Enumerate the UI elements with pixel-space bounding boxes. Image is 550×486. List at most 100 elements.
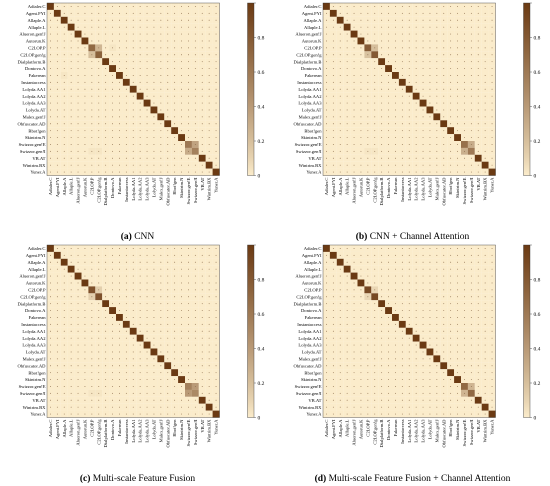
cell-value-mark bbox=[326, 150, 327, 152]
cell-value-mark bbox=[91, 150, 93, 152]
cell-value-mark bbox=[215, 164, 217, 166]
cell-value-mark bbox=[70, 109, 72, 111]
cell-value-mark bbox=[98, 337, 100, 339]
cell-value-mark bbox=[146, 406, 148, 408]
cell-value-mark bbox=[457, 130, 458, 132]
cell-value-mark bbox=[450, 248, 452, 249]
cell-value-mark bbox=[174, 116, 176, 118]
cell-value-mark bbox=[208, 392, 210, 394]
cell-value-mark bbox=[443, 157, 445, 159]
cell-value-mark bbox=[491, 150, 493, 152]
cell-value-mark bbox=[98, 351, 100, 353]
cell-value-mark bbox=[112, 337, 114, 339]
cell-value-mark bbox=[160, 144, 162, 145]
cell-value-mark bbox=[50, 68, 51, 70]
cell-value-mark bbox=[139, 137, 141, 138]
y-tick-label: Adialer.C bbox=[304, 4, 322, 9]
cell-value-mark bbox=[153, 6, 155, 7]
y-tick-label: Allaple.A bbox=[28, 18, 47, 23]
cell-value-mark bbox=[153, 19, 155, 21]
cell-value-mark bbox=[450, 289, 452, 291]
cell-value-mark bbox=[457, 351, 458, 353]
cell-value-mark bbox=[91, 123, 93, 125]
cell-value-mark bbox=[132, 296, 134, 298]
cell-value-mark bbox=[160, 413, 162, 415]
cell-value-mark bbox=[436, 88, 438, 90]
cell-value-mark bbox=[201, 12, 203, 14]
heatmap-cell bbox=[116, 314, 123, 321]
colorbar bbox=[247, 2, 255, 176]
cell-value-mark bbox=[429, 123, 431, 125]
cell-value-mark bbox=[436, 296, 438, 298]
cell-value-mark bbox=[346, 282, 348, 284]
cell-value-mark bbox=[181, 123, 182, 125]
cell-value-mark bbox=[491, 303, 493, 305]
cell-value-mark bbox=[91, 144, 93, 145]
cell-value-mark bbox=[353, 254, 355, 256]
cell-value-mark bbox=[181, 386, 182, 387]
cell-value-mark bbox=[374, 358, 376, 360]
cell-value-mark bbox=[174, 358, 176, 360]
cell-value-mark bbox=[464, 102, 465, 104]
cell-value-mark bbox=[450, 61, 452, 63]
cell-value-mark bbox=[415, 47, 417, 49]
cell-value-mark bbox=[112, 19, 114, 21]
y-tick-label: Rbot!gen bbox=[28, 128, 46, 133]
cell-value-mark bbox=[470, 248, 472, 249]
cell-value-mark bbox=[91, 26, 93, 28]
cell-value-mark bbox=[188, 406, 189, 408]
cell-value-mark bbox=[70, 379, 72, 380]
cell-value-mark bbox=[353, 88, 355, 90]
cell-value-mark bbox=[491, 116, 493, 118]
cell-value-mark bbox=[470, 171, 472, 173]
cell-value-mark bbox=[443, 248, 445, 249]
cell-value-mark bbox=[326, 344, 327, 346]
colorbar bbox=[523, 2, 531, 176]
cell-value-mark bbox=[381, 81, 383, 83]
cell-value-mark bbox=[339, 386, 341, 387]
x-tick-label: Lolyda.AA2 bbox=[414, 177, 419, 201]
cell-value-mark bbox=[105, 386, 107, 387]
cell-value-mark bbox=[422, 282, 424, 284]
cell-value-mark bbox=[346, 289, 348, 291]
cell-value-mark bbox=[464, 33, 465, 35]
cell-value-mark bbox=[415, 130, 417, 132]
cell-value-mark bbox=[84, 33, 86, 35]
cell-value-mark bbox=[401, 275, 403, 277]
cell-value-mark bbox=[201, 296, 203, 298]
cell-value-mark bbox=[139, 81, 141, 83]
cell-value-mark bbox=[477, 386, 479, 387]
cell-value-mark bbox=[450, 68, 452, 70]
cell-value-mark bbox=[139, 358, 141, 360]
cell-value-mark bbox=[139, 413, 141, 415]
cell-value-mark bbox=[208, 254, 210, 256]
cell-value-mark bbox=[125, 6, 127, 7]
cell-value-mark bbox=[470, 358, 472, 360]
cell-value-mark bbox=[125, 144, 127, 145]
cell-value-mark bbox=[436, 171, 438, 173]
cell-value-mark bbox=[401, 317, 403, 318]
cell-value-mark bbox=[326, 330, 327, 332]
cell-value-mark bbox=[457, 164, 458, 166]
cell-value-mark bbox=[119, 116, 120, 118]
cell-value-mark bbox=[367, 61, 369, 63]
cell-value-mark bbox=[484, 330, 486, 332]
cell-value-mark bbox=[484, 109, 486, 111]
cell-value-mark bbox=[388, 296, 389, 298]
cell-value-mark bbox=[160, 296, 162, 298]
cell-value-mark bbox=[84, 337, 86, 339]
cell-value-mark bbox=[464, 171, 465, 173]
cell-value-mark bbox=[450, 157, 452, 159]
cell-value-mark bbox=[353, 171, 355, 173]
cell-value-mark bbox=[367, 68, 369, 70]
cell-value-mark bbox=[450, 344, 452, 346]
cell-value-mark bbox=[167, 268, 169, 270]
cell-value-mark bbox=[457, 123, 458, 125]
cell-value-mark bbox=[98, 282, 100, 284]
x-tick-label: Lolyda.AA1 bbox=[407, 177, 412, 201]
y-tick-label: Allaple.L bbox=[28, 267, 46, 272]
cell-value-mark bbox=[146, 19, 148, 21]
cell-value-mark bbox=[70, 81, 72, 83]
cell-value-mark bbox=[181, 116, 182, 118]
cell-value-mark bbox=[119, 137, 120, 138]
